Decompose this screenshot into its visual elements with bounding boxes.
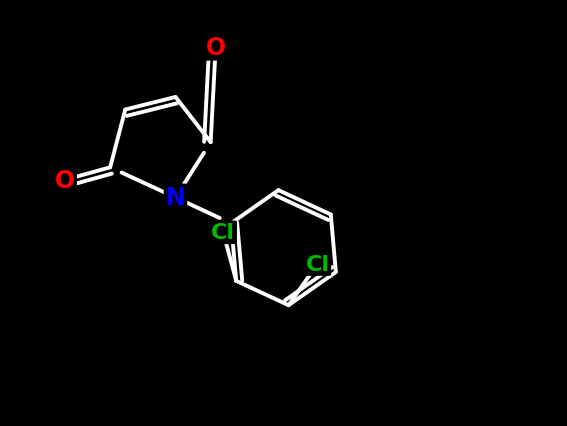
Text: N: N	[166, 186, 185, 210]
Text: O: O	[206, 36, 226, 60]
Text: O: O	[55, 168, 75, 193]
Text: Cl: Cl	[306, 254, 329, 274]
Text: Cl: Cl	[211, 223, 235, 243]
